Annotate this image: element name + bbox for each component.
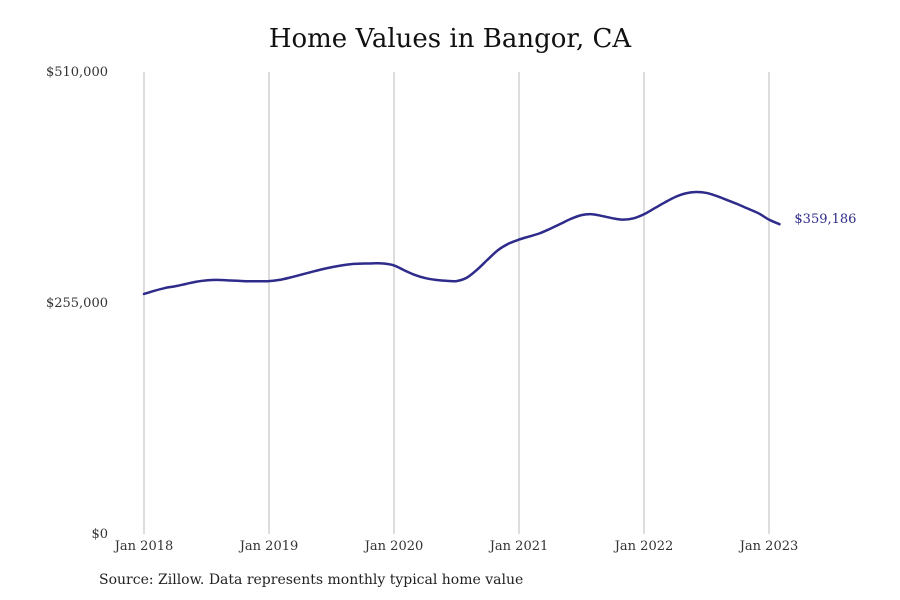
gridlines bbox=[143, 72, 770, 534]
series-layer: $359,186 bbox=[142, 190, 856, 296]
source-note: Source: Zillow. Data represents monthly … bbox=[99, 572, 524, 588]
y-axis-ticks: $0 $255,000 $510,000 bbox=[46, 65, 108, 542]
y-tick-label-0: $0 bbox=[91, 527, 108, 542]
y-tick-label-510000: $510,000 bbox=[46, 65, 108, 80]
chart-title: Home Values in Bangor, CA bbox=[268, 24, 632, 54]
series-line-home-value bbox=[142, 190, 781, 296]
x-tick-label-2023: Jan 2023 bbox=[738, 539, 799, 554]
x-tick-label-2021: Jan 2021 bbox=[488, 539, 549, 554]
x-tick-label-2018: Jan 2018 bbox=[113, 539, 174, 554]
x-tick-label-2020: Jan 2020 bbox=[363, 539, 424, 554]
x-axis-ticks: Jan 2018 Jan 2019 Jan 2020 Jan 2021 Jan 2022… bbox=[113, 539, 799, 554]
x-tick-label-2019: Jan 2019 bbox=[238, 539, 299, 554]
end-value-label: $359,186 bbox=[794, 212, 856, 227]
y-tick-label-255000: $255,000 bbox=[46, 296, 108, 311]
x-tick-label-2022: Jan 2022 bbox=[613, 539, 674, 554]
